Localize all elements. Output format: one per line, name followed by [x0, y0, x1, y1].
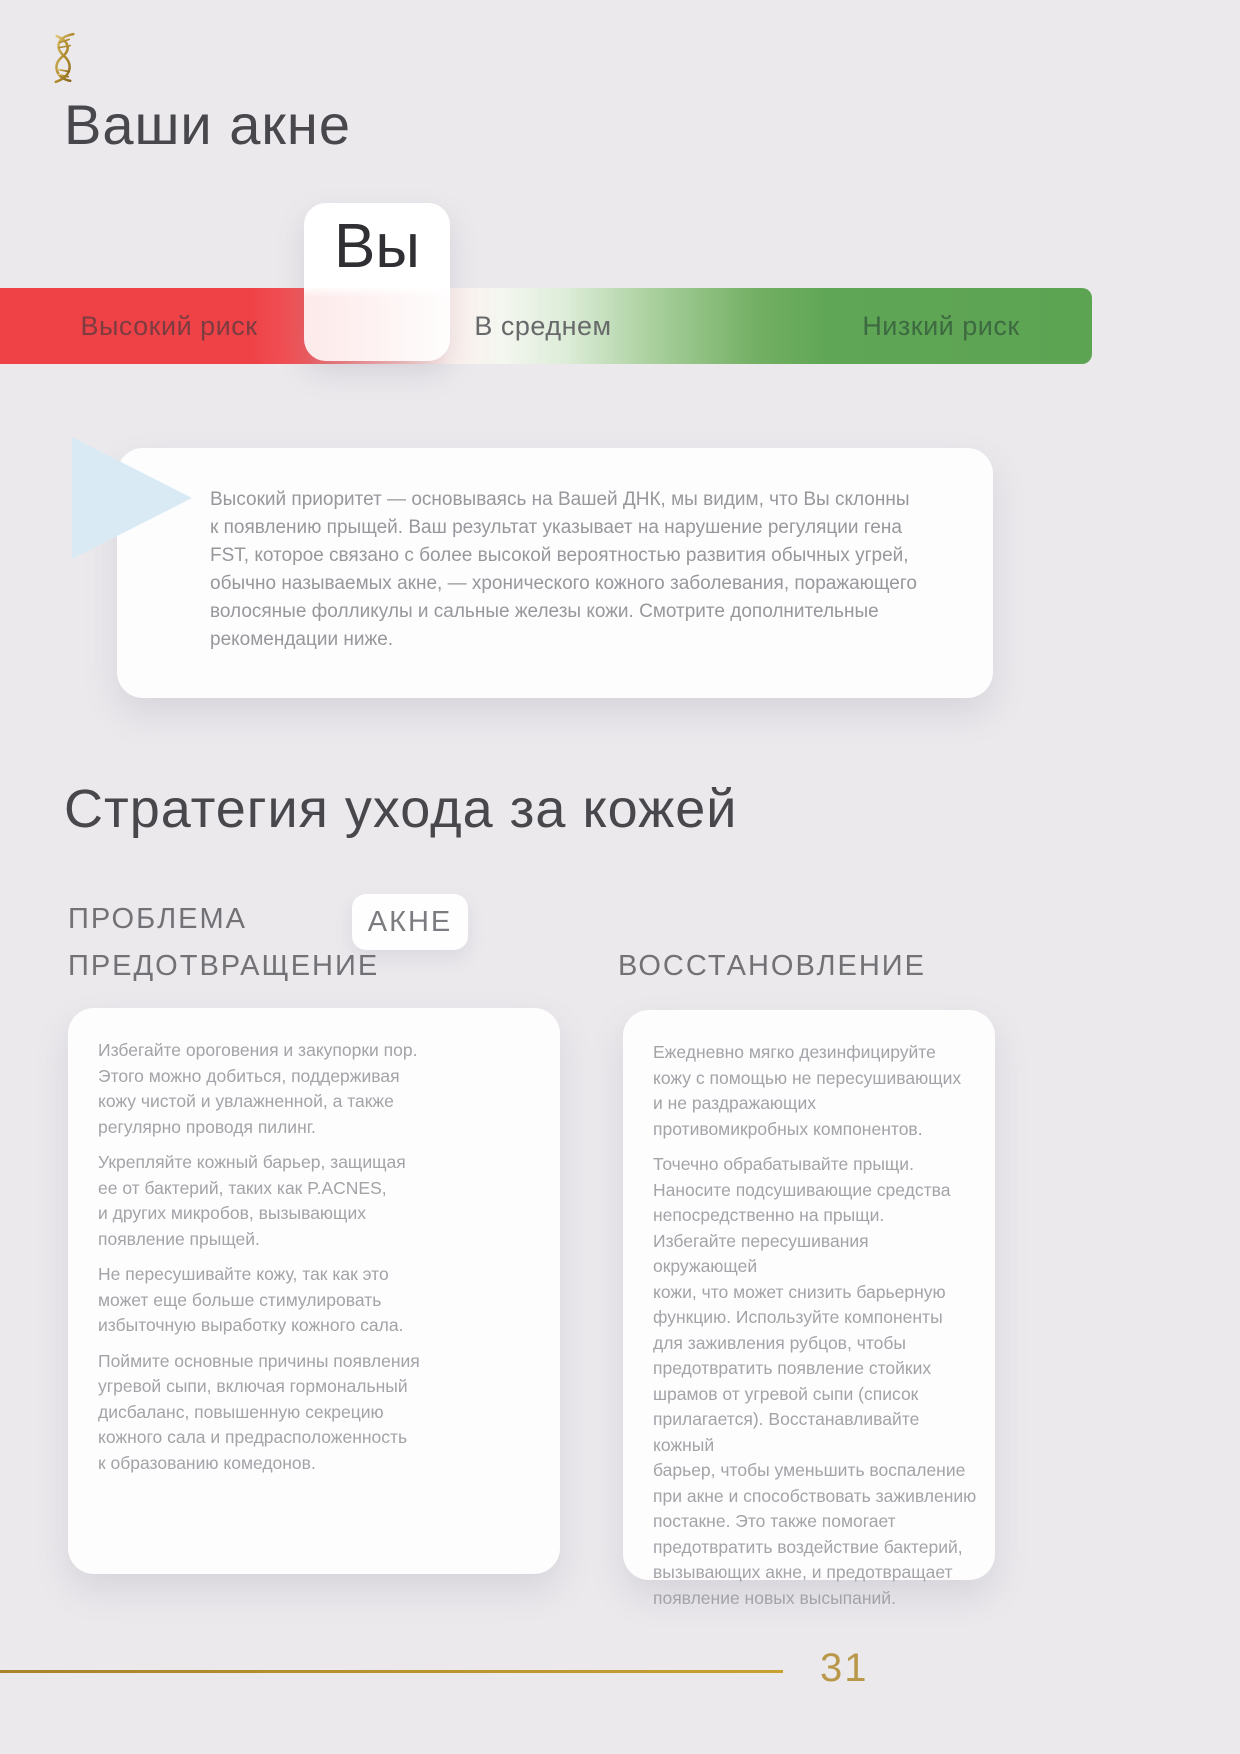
you-marker-label: Вы	[334, 212, 420, 281]
page-number: 31	[820, 1646, 869, 1690]
paragraph: Избегайте ороговения и закупорки пор. Эт…	[98, 1040, 418, 1137]
problem-value-text: АКНЕ	[367, 905, 453, 938]
risk-label-low: Низкий риск	[862, 310, 1020, 341]
problem-value-badge: АКНЕ	[352, 894, 468, 950]
priority-note-card	[117, 448, 993, 698]
you-marker-card: Вы	[304, 203, 450, 361]
paragraph: Поймите основные причины появления угрев…	[98, 1350, 420, 1473]
risk-label-average: В среднем	[474, 310, 612, 341]
footer-divider	[0, 1670, 783, 1673]
prevention-heading: ПРЕДОТВРАЩЕНИЕ	[68, 950, 380, 982]
dna-helix-logo-icon	[46, 31, 82, 85]
restoration-card: Ежедневно мягко дезинфицируйте кожу с по…	[623, 1010, 995, 1608]
prevention-card: Избегайте ороговения и закупорки пор. Эт…	[68, 1008, 560, 1574]
paragraph: Укрепляйте кожный барьер, защищая ее от …	[98, 1152, 406, 1249]
priority-note-text: Высокий приоритет — основываясь на Вашей…	[210, 489, 917, 650]
section-title: Стратегия ухода за кожей	[64, 779, 738, 839]
risk-gradient-bar	[0, 288, 1092, 364]
paragraph: Точечно обрабатывайте прыщи. Наносите по…	[653, 1154, 977, 1608]
page-title: Ваши акне	[64, 93, 351, 156]
paragraph: Ежедневно мягко дезинфицируйте кожу с по…	[653, 1042, 962, 1139]
problem-label: ПРОБЛЕМА	[68, 903, 248, 935]
paragraph: Не пересушивайте кожу, так как это может…	[98, 1264, 404, 1335]
restoration-heading: ВОССТАНОВЛЕНИЕ	[618, 950, 926, 982]
risk-label-high: Высокий риск	[80, 310, 258, 341]
